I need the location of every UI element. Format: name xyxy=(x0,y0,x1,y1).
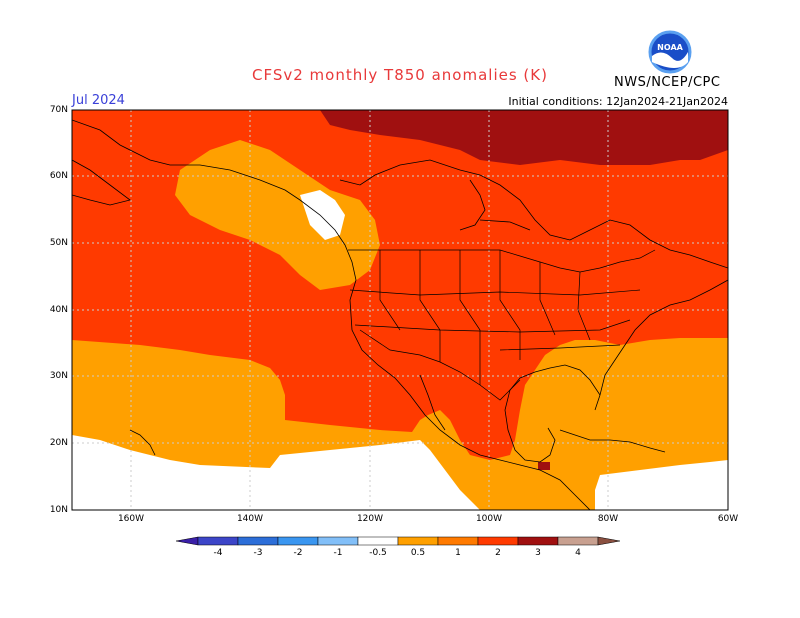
lon-label: 60W xyxy=(717,514,739,524)
colorbar-label: -0.5 xyxy=(369,548,387,558)
lat-label: 70N xyxy=(49,105,68,115)
colorbar-label: -2 xyxy=(293,548,303,558)
colorbar-segment xyxy=(437,536,479,546)
agency-label: NWS/NCEP/CPC xyxy=(614,75,721,90)
lat-label: 30N xyxy=(49,371,68,381)
colorbar-segment xyxy=(517,536,559,546)
month-label: Jul 2024 xyxy=(72,93,125,108)
colorbar-label: -1 xyxy=(333,548,343,558)
lon-label: 100W xyxy=(475,514,503,524)
colorbar-label: -3 xyxy=(253,548,263,558)
colorbar-label: 2 xyxy=(495,548,501,558)
coastlines xyxy=(72,119,728,510)
anomaly-region-0-5-1-northwest xyxy=(175,140,380,290)
political-borders xyxy=(348,249,656,401)
colorbar-segment xyxy=(317,536,359,546)
lon-label: 80W xyxy=(597,514,619,524)
map-frame xyxy=(71,109,729,511)
colorbar-label: 1 xyxy=(455,548,461,558)
colorbar-segment xyxy=(237,536,279,546)
chart-title: CFSv2 monthly T850 anomalies (K) xyxy=(252,66,548,84)
anomaly-region-2-3-arctic xyxy=(320,110,728,165)
colorbar-segment xyxy=(357,536,399,546)
lat-label: 10N xyxy=(49,505,68,515)
anomaly-region-2-3-central-america xyxy=(538,462,550,470)
colorbar-label: 0.5 xyxy=(410,548,426,558)
colorbar-label: -4 xyxy=(213,548,223,558)
initial-conditions-label: Initial conditions: 12Jan2024-21Jan2024 xyxy=(508,95,728,108)
lon-label: 120W xyxy=(356,514,384,524)
colorbar-segment xyxy=(277,536,319,546)
neutral-region-caribbean xyxy=(595,460,728,510)
lat-label: 20N xyxy=(49,438,68,448)
neutral-region-southwest xyxy=(72,435,480,510)
colorbar-segment xyxy=(557,536,599,546)
colorbar-segment xyxy=(197,536,239,546)
colorbar-segment xyxy=(477,536,519,546)
lat-label: 50N xyxy=(49,238,68,248)
neutral-region-bc xyxy=(300,190,345,240)
lon-label: 160W xyxy=(117,514,145,524)
colorbar-label: 3 xyxy=(535,548,541,558)
map-gridlines xyxy=(72,110,728,510)
colorbar-segment xyxy=(397,536,439,546)
colorbar-segment xyxy=(597,536,621,546)
colorbar-label: 4 xyxy=(575,548,581,558)
lat-label: 40N xyxy=(49,305,68,315)
lat-label: 60N xyxy=(49,171,68,181)
colorbar-segment xyxy=(175,536,199,546)
lon-label: 140W xyxy=(236,514,264,524)
